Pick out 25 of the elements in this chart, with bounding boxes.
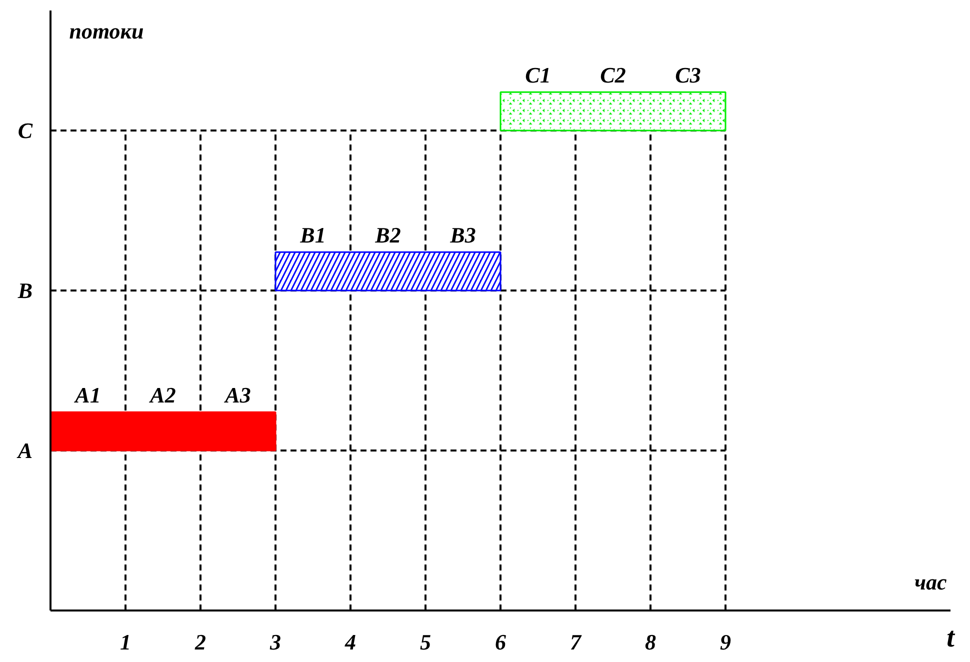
x-tick-label: 5 (420, 630, 431, 654)
x-tick-label: 7 (570, 630, 582, 654)
annotation: B1 (299, 222, 326, 248)
x-tick-label: 4 (344, 630, 356, 654)
y-axis-title: потоки (69, 18, 144, 44)
annotation: C2 (600, 62, 626, 88)
y-tick-label: A (16, 438, 33, 463)
x-axis-title: час (914, 570, 947, 594)
y-tick-label: C (18, 118, 33, 143)
annotation: A2 (148, 382, 176, 408)
x-tick-label: 2 (194, 630, 206, 654)
annotation: B3 (449, 222, 476, 248)
x-tick-label: 6 (495, 630, 506, 654)
bar (50, 411, 276, 452)
annotation: B2 (374, 222, 401, 248)
annotation: A3 (223, 382, 251, 408)
x-tick-label: 3 (269, 630, 281, 654)
text: t (946, 622, 956, 654)
x-tick-label: 1 (120, 630, 131, 654)
annotation: A1 (73, 382, 101, 408)
annotation: C3 (675, 62, 701, 88)
x-tick-label: 8 (645, 630, 656, 654)
y-tick-label: B (16, 278, 33, 303)
x-tick-label: 9 (720, 630, 731, 654)
annotation: C1 (525, 62, 551, 88)
